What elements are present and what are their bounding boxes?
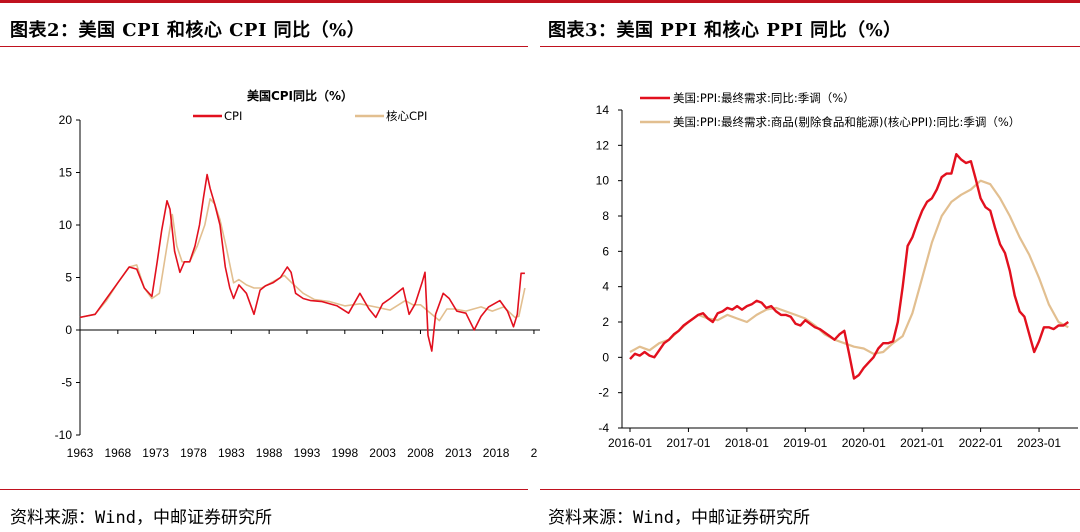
core-ppi-line: [629, 179, 1069, 355]
cpi-x-tick-label: 1988: [256, 446, 283, 460]
cpi-x-tick-label: 2018: [483, 446, 510, 460]
cpi-x-tick-label: 1968: [104, 446, 131, 460]
ppi-x-tick-label: 2018-01: [725, 436, 769, 450]
cpi-line: [79, 173, 525, 352]
cpi-y-tick-label: -10: [55, 428, 73, 442]
cpi-y-tick-label: -5: [61, 376, 72, 390]
top-rule: [0, 0, 1080, 3]
ppi-x-tick-label: 2016-01: [608, 436, 652, 450]
cpi-chart-title: 美国CPI同比（%）: [247, 88, 353, 103]
ppi-y-tick-label: 12: [596, 138, 610, 152]
cpi-x-tick-label: 1973: [142, 446, 169, 460]
ppi-x-ticks: 2016-01 2017-01 2018-01 2019-01 2020-01 2021-…: [608, 428, 1061, 450]
ppi-y-ticks: 14 12 10 8 6 4 2 0 -2 -4: [596, 103, 622, 435]
ppi-x-tick-label: 2019-01: [783, 436, 827, 450]
right-title-rule: [540, 46, 1080, 47]
cpi-x-tick-label: 2: [531, 446, 538, 460]
ppi-series-lines: [629, 152, 1069, 380]
legend-cpi-label: CPI: [224, 109, 242, 123]
ppi-x-tick-label: 2022-01: [959, 436, 1003, 450]
legend-ppi-label: 美国:PPI:最终需求:同比:季调（%）: [673, 91, 855, 105]
ppi-y-tick-label: 8: [602, 209, 609, 223]
cpi-x-tick-label: 1963: [67, 446, 94, 460]
left-source-note: 资料来源：Wind，中邮证券研究所: [10, 508, 272, 528]
cpi-x-tick-label: 1993: [294, 446, 321, 460]
ppi-x-tick-label: 2017-01: [666, 436, 710, 450]
cpi-x-tick-label: 1983: [218, 446, 245, 460]
cpi-x-tick-label: 2013: [445, 446, 472, 460]
cpi-y-tick-label: 5: [65, 271, 72, 285]
cpi-x-ticks: 1963 1968 1973 1978 1983 1988 1993 1998 2003 2008…: [67, 330, 538, 460]
cpi-series-lines: [79, 173, 526, 352]
cpi-x-tick-label: 1998: [331, 446, 358, 460]
ppi-y-tick-label: 10: [596, 174, 610, 188]
ppi-y-tick-label: 14: [596, 103, 610, 117]
legend-core-cpi-label: 核心CPI: [386, 109, 427, 123]
right-source-note: 资料来源：Wind，中邮证券研究所: [548, 508, 810, 528]
cpi-y-tick-label: 0: [65, 323, 72, 337]
cpi-legend: CPI 核心CPI: [193, 109, 427, 123]
cpi-y-ticks: 20 15 10 5 0 -5 -10: [55, 113, 80, 442]
ppi-legend: 美国:PPI:最终需求:同比:季调（%） 美国:PPI:最终需求:商品(剔除食品…: [640, 91, 1020, 129]
ppi-y-tick-label: 4: [602, 280, 609, 294]
ppi-chart: 美国:PPI:最终需求:同比:季调（%） 美国:PPI:最终需求:商品(剔除食品…: [596, 91, 1078, 450]
ppi-x-tick-label: 2020-01: [842, 436, 886, 450]
cpi-x-tick-label: 1978: [180, 446, 207, 460]
cpi-y-tick-label: 10: [59, 218, 73, 232]
ppi-x-tick-label: 2023-01: [1017, 436, 1061, 450]
cpi-x-tick-label: 2003: [369, 446, 396, 460]
legend-core-ppi-label: 美国:PPI:最终需求:商品(剔除食品和能源)(核心PPI):同比:季调（%）: [673, 115, 1020, 129]
left-source-rule: [0, 489, 528, 490]
core-cpi-line: [79, 198, 526, 322]
cpi-y-tick-label: 20: [59, 113, 73, 127]
ppi-y-tick-label: 0: [602, 350, 609, 364]
ppi-x-tick-label: 2021-01: [900, 436, 944, 450]
cpi-y-tick-label: 15: [59, 166, 73, 180]
ppi-line: [629, 152, 1069, 380]
right-figure-title: 图表3：美国 PPI 和核心 PPI 同比（%）: [548, 20, 902, 41]
ppi-y-tick-label: 2: [602, 315, 609, 329]
ppi-y-tick-label: -4: [598, 421, 609, 435]
right-source-rule: [540, 489, 1080, 490]
cpi-x-tick-label: 2008: [407, 446, 434, 460]
ppi-y-tick-label: 6: [602, 244, 609, 258]
left-figure-title: 图表2：美国 CPI 和核心 CPI 同比（%）: [10, 20, 366, 41]
left-title-rule: [0, 46, 528, 47]
ppi-y-tick-label: -2: [598, 386, 609, 400]
